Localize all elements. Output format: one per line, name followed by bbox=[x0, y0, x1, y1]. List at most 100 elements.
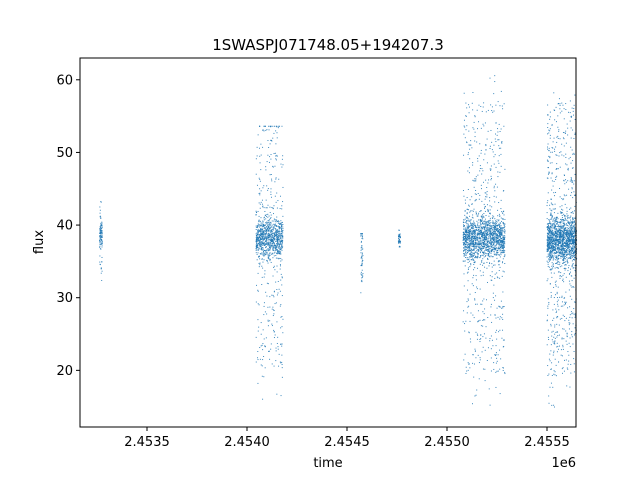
data-point bbox=[546, 202, 548, 204]
data-point bbox=[474, 257, 476, 259]
data-point bbox=[563, 219, 565, 221]
data-point bbox=[552, 239, 554, 241]
data-point bbox=[558, 261, 560, 263]
data-point bbox=[471, 255, 473, 257]
data-point bbox=[464, 218, 466, 220]
data-point bbox=[574, 274, 576, 276]
data-point bbox=[559, 103, 561, 105]
data-point bbox=[276, 238, 278, 240]
data-point bbox=[548, 402, 550, 404]
data-point bbox=[495, 317, 497, 319]
data-point bbox=[570, 224, 572, 226]
data-point bbox=[492, 238, 494, 240]
data-point bbox=[463, 154, 465, 156]
data-point bbox=[462, 239, 464, 241]
data-point bbox=[468, 235, 470, 237]
data-point bbox=[488, 252, 490, 254]
data-point bbox=[260, 233, 262, 235]
data-point bbox=[493, 251, 495, 253]
data-point bbox=[555, 237, 557, 239]
data-point bbox=[470, 232, 472, 234]
data-point bbox=[482, 234, 484, 236]
data-point bbox=[568, 289, 570, 291]
data-point bbox=[571, 255, 573, 257]
data-point bbox=[262, 233, 264, 235]
data-point bbox=[487, 208, 489, 210]
data-point bbox=[263, 255, 265, 257]
data-point bbox=[478, 219, 480, 221]
data-point bbox=[547, 235, 549, 237]
data-point bbox=[503, 243, 505, 245]
data-point bbox=[463, 195, 465, 197]
data-point bbox=[565, 291, 567, 293]
data-point bbox=[498, 237, 500, 239]
data-point bbox=[268, 258, 270, 260]
data-point bbox=[269, 239, 271, 241]
data-point bbox=[492, 220, 494, 222]
data-point bbox=[562, 238, 564, 240]
data-point bbox=[561, 198, 563, 200]
data-point bbox=[551, 240, 553, 242]
data-point bbox=[497, 261, 499, 263]
data-point bbox=[500, 246, 502, 248]
data-point bbox=[479, 170, 481, 172]
data-point bbox=[565, 251, 567, 253]
data-point bbox=[479, 242, 481, 244]
data-point bbox=[279, 248, 281, 250]
data-point bbox=[280, 242, 282, 244]
data-point bbox=[474, 231, 476, 233]
data-point bbox=[475, 275, 477, 277]
data-point bbox=[487, 182, 489, 184]
data-point bbox=[572, 312, 574, 314]
data-point bbox=[466, 242, 468, 244]
data-point bbox=[502, 367, 504, 369]
data-point bbox=[481, 245, 483, 247]
data-point bbox=[475, 255, 477, 257]
data-point bbox=[268, 243, 270, 245]
data-point bbox=[499, 277, 501, 279]
data-point bbox=[99, 240, 101, 242]
data-point bbox=[549, 219, 550, 221]
data-point bbox=[569, 386, 571, 388]
data-point bbox=[571, 192, 573, 194]
data-point bbox=[258, 262, 260, 264]
data-point bbox=[99, 239, 101, 241]
data-point bbox=[571, 247, 573, 249]
data-point bbox=[563, 213, 565, 215]
data-point bbox=[548, 260, 550, 262]
data-point bbox=[268, 254, 270, 256]
data-point bbox=[569, 314, 571, 316]
data-point bbox=[275, 237, 277, 239]
data-point bbox=[491, 237, 493, 239]
data-point bbox=[274, 181, 276, 183]
data-point bbox=[563, 226, 565, 228]
data-point bbox=[493, 239, 495, 241]
data-point bbox=[267, 189, 269, 191]
data-point bbox=[479, 237, 481, 239]
data-point bbox=[504, 232, 506, 234]
data-point bbox=[278, 288, 280, 290]
data-point bbox=[266, 129, 268, 131]
data-point bbox=[495, 141, 497, 143]
data-point bbox=[489, 205, 491, 207]
data-point bbox=[265, 235, 267, 237]
data-point bbox=[258, 229, 260, 231]
data-point bbox=[502, 235, 504, 237]
data-point bbox=[264, 237, 266, 239]
data-point bbox=[551, 276, 553, 278]
data-point bbox=[488, 255, 490, 257]
data-point bbox=[468, 257, 470, 259]
data-point bbox=[564, 217, 566, 219]
data-point bbox=[496, 240, 498, 242]
data-point bbox=[279, 244, 281, 246]
data-point bbox=[573, 191, 575, 193]
data-point bbox=[260, 242, 262, 244]
data-point bbox=[555, 168, 557, 170]
data-point bbox=[478, 121, 480, 123]
data-point bbox=[398, 241, 400, 243]
data-point bbox=[269, 212, 271, 214]
data-point bbox=[265, 166, 267, 168]
data-point bbox=[565, 234, 567, 236]
data-point bbox=[258, 242, 260, 244]
data-point bbox=[258, 193, 260, 195]
